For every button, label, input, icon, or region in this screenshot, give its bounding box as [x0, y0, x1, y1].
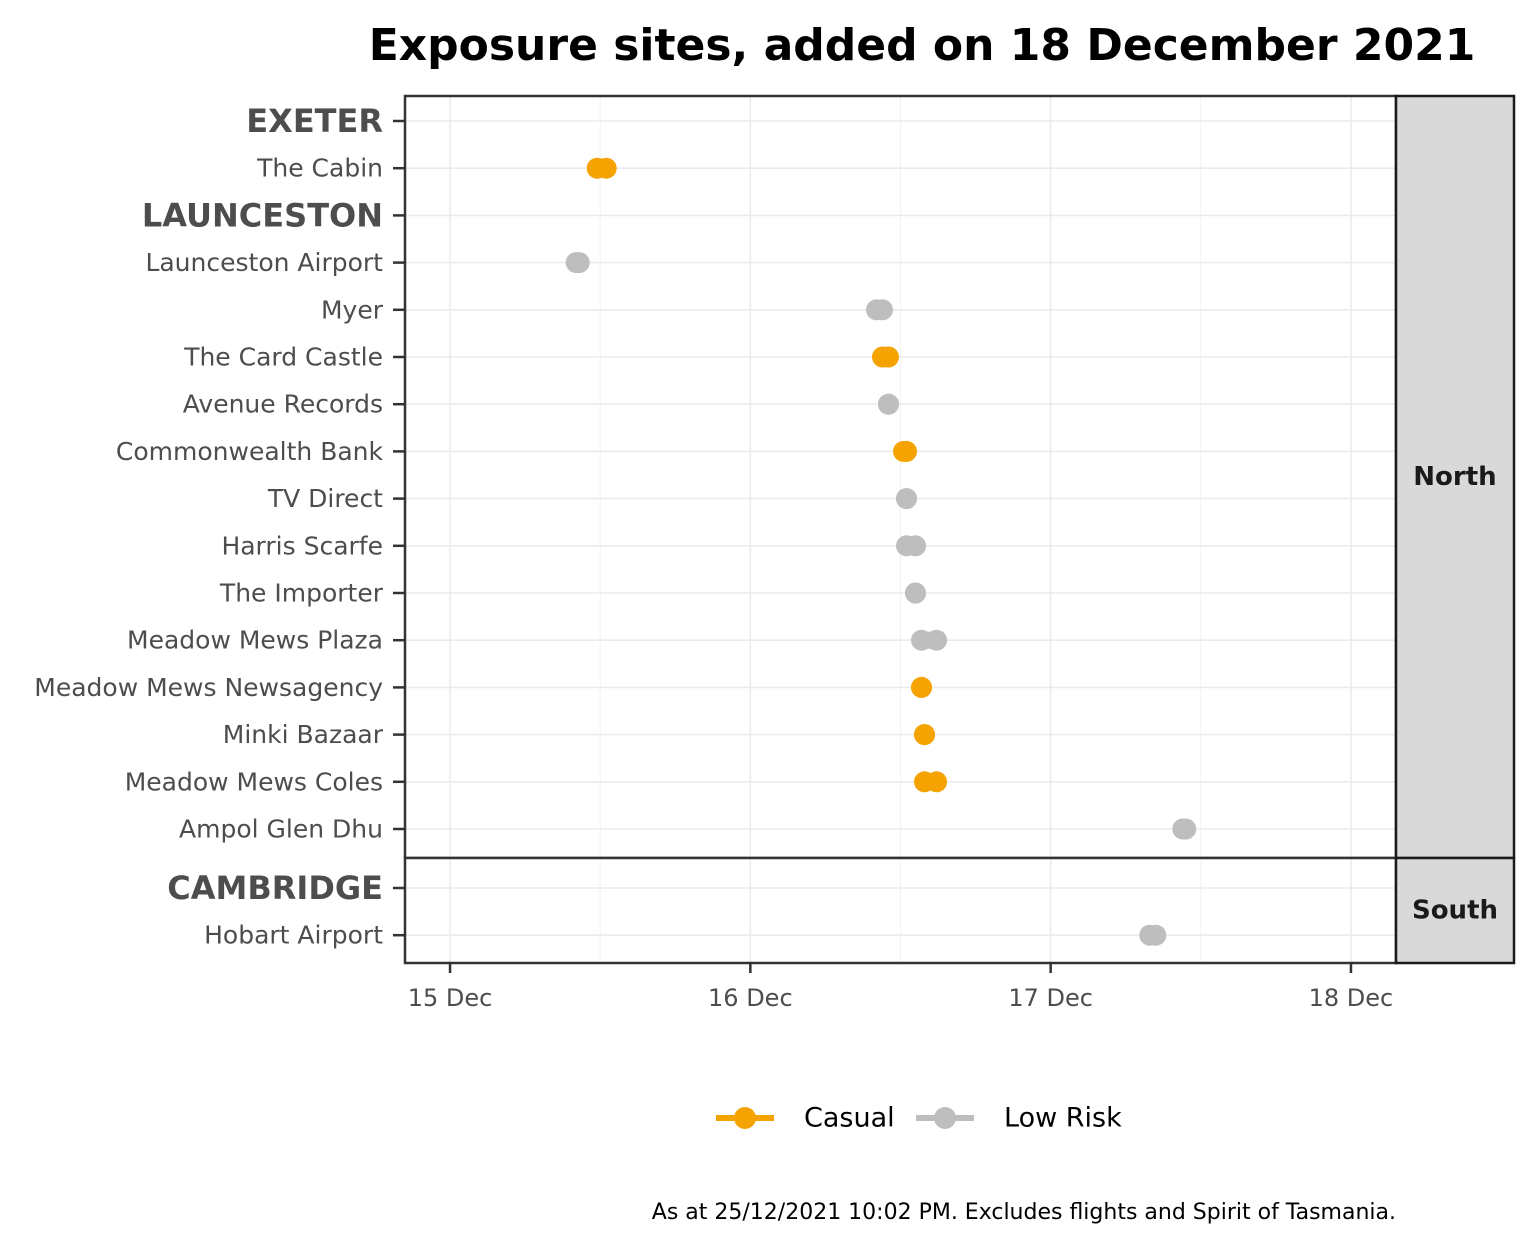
- site-label: Meadow Mews Coles: [125, 767, 383, 796]
- exposure-end-point: [896, 440, 918, 462]
- facet-strip-label: South: [1412, 896, 1498, 926]
- x-tick-label: 16 Dec: [708, 984, 793, 1012]
- exposure-end-point: [926, 629, 948, 651]
- exposure-end-point: [595, 157, 617, 179]
- facet-strip: [1394, 856, 1516, 965]
- site-label: Myer: [321, 295, 384, 324]
- exposure-end-point: [877, 393, 899, 415]
- category-header-label: LAUNCESTON: [142, 196, 383, 234]
- site-label: The Importer: [219, 579, 384, 608]
- exposure-end-point: [877, 346, 899, 368]
- x-tick-label: 18 Dec: [1309, 984, 1394, 1012]
- category-header-label: EXETER: [246, 102, 383, 140]
- site-label: Avenue Records: [183, 390, 383, 419]
- site-label: Minki Bazaar: [223, 720, 384, 749]
- site-label: Meadow Mews Newsagency: [34, 673, 383, 702]
- exposure-end-point: [568, 252, 590, 274]
- exposure-end-point: [914, 724, 936, 746]
- chart-caption: As at 25/12/2021 10:02 PM. Excludes flig…: [652, 1200, 1396, 1225]
- exposure-end-point: [905, 582, 927, 604]
- site-label: The Cabin: [256, 154, 383, 183]
- exposure-end-point: [896, 488, 918, 510]
- site-label: Commonwealth Bank: [116, 437, 384, 466]
- category-header-label: CAMBRIDGE: [167, 869, 383, 907]
- facet-strip: [1394, 94, 1516, 860]
- exposure-end-point: [905, 535, 927, 557]
- legend-entry-label: Casual: [804, 1103, 895, 1134]
- exposure-end-point: [911, 676, 933, 698]
- exposure-start-point: [911, 629, 933, 651]
- x-tick-label: 17 Dec: [1008, 984, 1093, 1012]
- exposure-end-point: [1145, 924, 1167, 946]
- exposure-end-point: [1175, 818, 1197, 840]
- exposure-end-point: [926, 771, 948, 793]
- facet-strip-label: North: [1413, 462, 1496, 492]
- x-tick-label: 15 Dec: [408, 984, 493, 1012]
- legend-entry-label: Low Risk: [1004, 1103, 1122, 1134]
- site-label: Meadow Mews Plaza: [127, 626, 383, 655]
- site-label: Ampol Glen Dhu: [179, 815, 383, 844]
- exposure-end-point: [871, 299, 893, 321]
- site-label: The Card Castle: [183, 343, 383, 372]
- legend-key-point: [934, 1107, 956, 1129]
- site-label: TV Direct: [267, 484, 383, 513]
- site-label: Hobart Airport: [204, 921, 383, 950]
- legend-key-point: [734, 1107, 756, 1129]
- site-label: Harris Scarfe: [221, 531, 383, 560]
- chart-title: Exposure sites, added on 18 December 202…: [369, 20, 1476, 71]
- site-label: Launceston Airport: [145, 248, 383, 277]
